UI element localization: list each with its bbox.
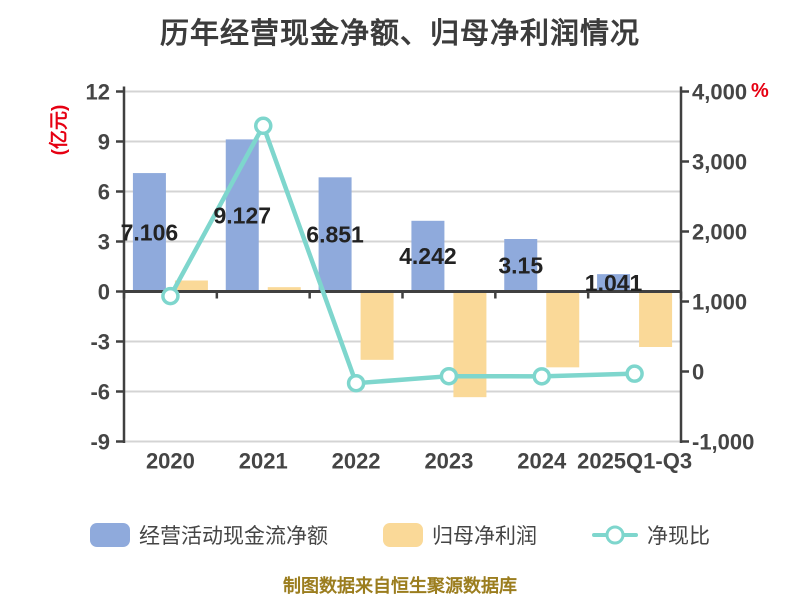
legend-label-netcash: 净现比	[647, 525, 710, 548]
bar-cashflow	[597, 274, 631, 292]
right-axis-tick-label: 4,000	[692, 80, 747, 105]
left-axis-tick-label: 12	[86, 80, 110, 105]
bar-value-label: 4.242	[399, 243, 457, 269]
bar-cashflow	[318, 177, 352, 292]
bar-profit	[174, 280, 208, 292]
left-axis-tick-label: 6	[98, 180, 110, 205]
netcash-marker	[161, 286, 180, 306]
x-axis-label: 2024	[517, 449, 567, 474]
right-axis-tick-label: 2,000	[692, 220, 747, 245]
x-axis-label: 2022	[332, 449, 381, 474]
bar-profit	[453, 291, 487, 398]
netcash-marker	[439, 366, 459, 386]
netcash-marker-icon	[605, 525, 625, 545]
cashflow-bar-swatch-icon	[90, 523, 130, 547]
right-axis-tick-label: 1,000	[692, 290, 747, 315]
left-axis-tick-label: 3	[98, 230, 110, 255]
bar-profit	[360, 291, 394, 360]
netcash-marker	[254, 116, 273, 136]
netcash-marker	[346, 373, 366, 393]
source-note: 制图数据来自恒生聚源数据库	[283, 576, 517, 596]
bar-profit	[267, 287, 301, 292]
legend: 经营活动现金流净额 归母净利润 净现比	[0, 520, 800, 550]
netcash-marker	[625, 364, 644, 383]
bar-cashflow	[411, 220, 445, 292]
x-axis-label: 2020	[146, 449, 195, 474]
legend-label-cashflow: 经营活动现金流净额	[139, 525, 328, 548]
netcash-line-swatch-icon	[592, 525, 638, 545]
netcash-line	[168, 123, 637, 386]
bar-value-label: 6.851	[306, 221, 364, 247]
bar-cashflow	[504, 239, 538, 292]
bar-value-label: 1.041	[585, 270, 643, 296]
x-axis-label: 2025Q1-Q3	[577, 449, 692, 474]
x-axis-label: 2023	[424, 449, 473, 474]
right-axis-unit-label: %	[751, 80, 769, 102]
right-axis-tick-label: -1,000	[692, 430, 754, 455]
left-axis-tick-label: 0	[98, 280, 110, 305]
right-axis-tick-label: 0	[692, 360, 704, 385]
profit-bar-swatch-icon	[383, 523, 423, 547]
left-axis-tick-label: -6	[90, 380, 110, 405]
bar-value-label: 3.15	[498, 252, 543, 278]
legend-label-profit: 归母净利润	[432, 525, 537, 548]
legend-item-cashflow[interactable]: 经营活动现金流净额	[90, 520, 328, 550]
bar-profit	[546, 291, 580, 368]
x-axis-label: 2021	[239, 449, 288, 474]
left-axis-tick-label: -3	[90, 330, 110, 355]
netcash-marker	[532, 367, 551, 386]
bar-value-label: 9.127	[213, 202, 271, 228]
bar-cashflow	[132, 173, 166, 292]
right-axis-tick-label: 3,000	[692, 150, 747, 175]
chart-title: 历年经营现金净额、归母净利润情况	[159, 18, 640, 50]
left-axis-tick-label: -9	[90, 430, 110, 455]
bar-value-label: 7.106	[121, 219, 179, 245]
legend-item-netcash[interactable]: 净现比	[592, 520, 710, 550]
left-axis-tick-label: 9	[98, 130, 110, 155]
legend-item-profit[interactable]: 归母净利润	[383, 520, 537, 550]
bar-profit	[639, 291, 673, 347]
